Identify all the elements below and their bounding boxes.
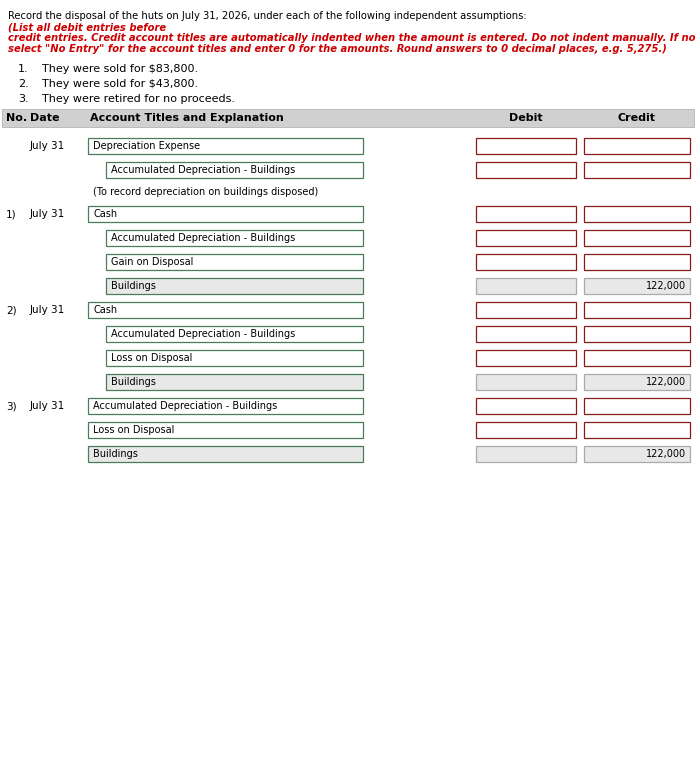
FancyBboxPatch shape: [88, 138, 363, 154]
FancyBboxPatch shape: [476, 138, 576, 154]
Text: Gain on Disposal: Gain on Disposal: [111, 257, 193, 267]
FancyBboxPatch shape: [584, 326, 690, 342]
FancyBboxPatch shape: [584, 446, 690, 462]
FancyBboxPatch shape: [476, 230, 576, 246]
FancyBboxPatch shape: [584, 230, 690, 246]
Text: Cash: Cash: [93, 209, 117, 219]
FancyBboxPatch shape: [584, 398, 690, 414]
Text: Debit: Debit: [509, 113, 543, 123]
FancyBboxPatch shape: [88, 398, 363, 414]
Text: July 31: July 31: [30, 305, 65, 315]
FancyBboxPatch shape: [88, 422, 363, 438]
Text: (To record depreciation on buildings disposed): (To record depreciation on buildings dis…: [93, 187, 318, 197]
FancyBboxPatch shape: [476, 398, 576, 414]
Text: They were sold for $83,800.: They were sold for $83,800.: [42, 64, 198, 74]
Text: No.: No.: [6, 113, 27, 123]
FancyBboxPatch shape: [476, 162, 576, 178]
FancyBboxPatch shape: [476, 278, 576, 294]
Text: Buildings: Buildings: [93, 449, 138, 459]
Text: 3): 3): [6, 401, 17, 411]
Text: Buildings: Buildings: [111, 281, 156, 291]
Text: 1.: 1.: [18, 64, 29, 74]
Text: 1): 1): [6, 209, 17, 219]
FancyBboxPatch shape: [476, 422, 576, 438]
FancyBboxPatch shape: [106, 278, 363, 294]
FancyBboxPatch shape: [476, 302, 576, 318]
Text: Accumulated Depreciation - Buildings: Accumulated Depreciation - Buildings: [93, 401, 277, 411]
FancyBboxPatch shape: [584, 278, 690, 294]
FancyBboxPatch shape: [476, 350, 576, 366]
Text: Loss on Disposal: Loss on Disposal: [93, 425, 175, 435]
FancyBboxPatch shape: [476, 326, 576, 342]
FancyBboxPatch shape: [106, 350, 363, 366]
Text: Buildings: Buildings: [111, 377, 156, 387]
FancyBboxPatch shape: [88, 302, 363, 318]
FancyBboxPatch shape: [106, 254, 363, 270]
Text: July 31: July 31: [30, 209, 65, 219]
Text: Cash: Cash: [93, 305, 117, 315]
FancyBboxPatch shape: [476, 446, 576, 462]
Text: select "No Entry" for the account titles and enter 0 for the amounts. Round answ: select "No Entry" for the account titles…: [8, 44, 667, 54]
FancyBboxPatch shape: [88, 446, 363, 462]
FancyBboxPatch shape: [584, 162, 690, 178]
Text: Credit: Credit: [618, 113, 656, 123]
FancyBboxPatch shape: [476, 206, 576, 222]
FancyBboxPatch shape: [476, 254, 576, 270]
Text: Accumulated Depreciation - Buildings: Accumulated Depreciation - Buildings: [111, 165, 295, 175]
Text: 2.: 2.: [18, 79, 29, 89]
Text: Loss on Disposal: Loss on Disposal: [111, 353, 192, 363]
Text: (List all debit entries before: (List all debit entries before: [8, 22, 166, 32]
FancyBboxPatch shape: [88, 206, 363, 222]
Text: 122,000: 122,000: [646, 377, 686, 387]
FancyBboxPatch shape: [2, 109, 694, 127]
FancyBboxPatch shape: [106, 230, 363, 246]
FancyBboxPatch shape: [584, 374, 690, 390]
Text: Accumulated Depreciation - Buildings: Accumulated Depreciation - Buildings: [111, 233, 295, 243]
FancyBboxPatch shape: [584, 422, 690, 438]
Text: July 31: July 31: [30, 141, 65, 151]
Text: Account Titles and Explanation: Account Titles and Explanation: [90, 113, 284, 123]
Text: Accumulated Depreciation - Buildings: Accumulated Depreciation - Buildings: [111, 329, 295, 339]
FancyBboxPatch shape: [106, 374, 363, 390]
Text: Date: Date: [30, 113, 59, 123]
Text: 122,000: 122,000: [646, 449, 686, 459]
Text: credit entries. Credit account titles are automatically indented when the amount: credit entries. Credit account titles ar…: [8, 33, 696, 43]
FancyBboxPatch shape: [584, 206, 690, 222]
FancyBboxPatch shape: [584, 350, 690, 366]
FancyBboxPatch shape: [106, 162, 363, 178]
Text: 2): 2): [6, 305, 17, 315]
Text: Depreciation Expense: Depreciation Expense: [93, 141, 200, 151]
Text: They were retired for no proceeds.: They were retired for no proceeds.: [42, 94, 235, 104]
Text: They were sold for $43,800.: They were sold for $43,800.: [42, 79, 198, 89]
Text: 122,000: 122,000: [646, 281, 686, 291]
FancyBboxPatch shape: [584, 302, 690, 318]
Text: 3.: 3.: [18, 94, 29, 104]
FancyBboxPatch shape: [584, 138, 690, 154]
Text: Record the disposal of the huts on July 31, 2026, under each of the following in: Record the disposal of the huts on July …: [8, 11, 530, 21]
FancyBboxPatch shape: [584, 254, 690, 270]
FancyBboxPatch shape: [106, 326, 363, 342]
Text: July 31: July 31: [30, 401, 65, 411]
FancyBboxPatch shape: [476, 374, 576, 390]
